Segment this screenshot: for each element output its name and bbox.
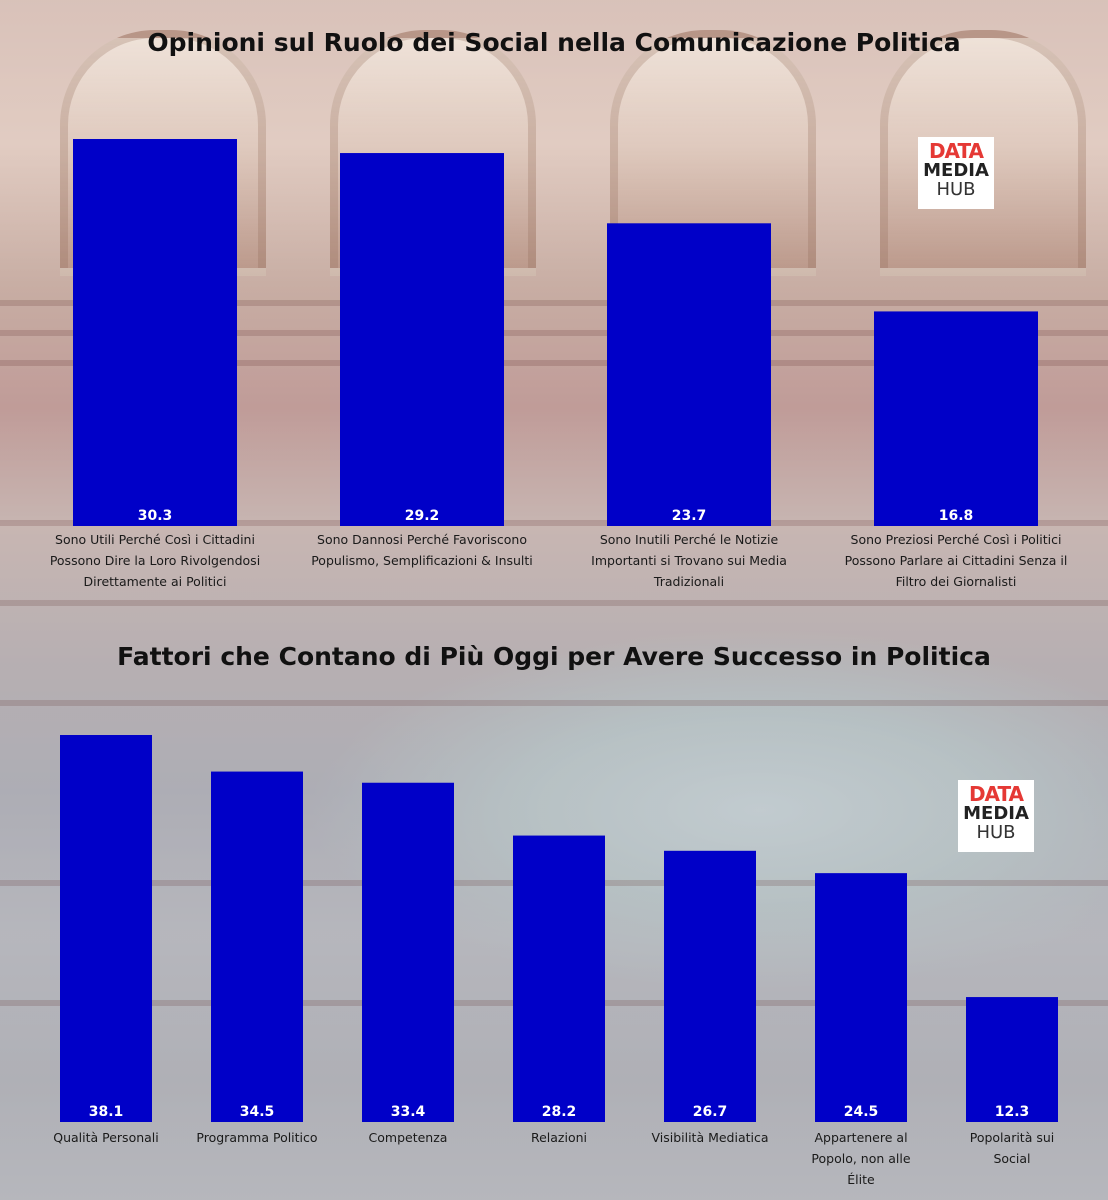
chart-1-category-label-2-line-0: Sono Inutili Perché le Notizie xyxy=(600,532,779,547)
chart-2-category-label-6-line-0: Popolarità sui xyxy=(970,1130,1055,1145)
chart-1-category-label-0-line-1: Possono Dire la Loro Rivolgendosi xyxy=(50,553,260,568)
chart-2-category-label-6-line-1: Social xyxy=(993,1151,1030,1166)
datamediahub-logo: DATA MEDIA HUB xyxy=(918,137,994,209)
logo-line-1: DATA xyxy=(928,139,984,163)
chart-2-value-label-1: 34.5 xyxy=(240,1104,275,1120)
chart-1-category-label-1-line-0: Sono Dannosi Perché Favoriscono xyxy=(317,532,527,547)
chart-1-value-label-2: 23.7 xyxy=(672,508,707,524)
chart-2-value-label-4: 26.7 xyxy=(693,1104,728,1120)
chart-1-category-label-3-line-2: Filtro dei Giornalisti xyxy=(896,574,1017,589)
datamediahub-logo-2: DATA MEDIA HUB xyxy=(958,780,1034,852)
chart-1-value-label-3: 16.8 xyxy=(939,508,974,524)
logo-line-3: HUB xyxy=(936,179,976,200)
chart-2-title: Fattori che Contano di Più Oggi per Aver… xyxy=(117,642,991,671)
chart-2-bar-4 xyxy=(664,850,756,1122)
chart-2-bar-6 xyxy=(966,997,1058,1122)
chart-1-category-label-2-line-1: Importanti si Trovano sui Media xyxy=(591,553,787,568)
logo-2-line-2: MEDIA xyxy=(963,803,1029,824)
chart-2-bar-0 xyxy=(60,735,152,1122)
chart-1-value-label-0: 30.3 xyxy=(138,508,173,524)
chart-2-value-label-5: 24.5 xyxy=(844,1104,879,1120)
chart-1-category-label-0-line-0: Sono Utili Perché Così i Cittadini xyxy=(55,532,255,547)
chart-2-category-label-5-line-1: Popolo, non alle xyxy=(811,1151,910,1166)
chart-1-category-label-0-line-2: Direttamente ai Politici xyxy=(84,574,227,589)
chart-1-bar-3 xyxy=(874,311,1038,526)
chart-1-opinions-bar-chart: 30.3 Sono Utili Perché Così i Cittadini Po… xyxy=(50,139,1068,589)
chart-2-bar-5 xyxy=(815,873,907,1122)
chart-1-category-label-3-line-0: Sono Preziosi Perché Così i Politici xyxy=(851,532,1062,547)
chart-2-category-label-0-line-0: Qualità Personali xyxy=(53,1130,159,1145)
chart-1-bar-2 xyxy=(607,223,771,526)
chart-1-value-label-1: 29.2 xyxy=(405,508,440,524)
chart-1-category-label-3-line-1: Possono Parlare ai Cittadini Senza il xyxy=(845,553,1068,568)
chart-2-bar-3 xyxy=(513,835,605,1122)
chart-2-category-label-5-line-0: Appartenere al xyxy=(814,1130,907,1145)
chart-1-category-label-2-line-2: Tradizionali xyxy=(653,574,724,589)
chart-2-value-label-2: 33.4 xyxy=(391,1104,426,1120)
chart-1-bar-0 xyxy=(73,139,237,526)
chart-2-bar-2 xyxy=(362,782,454,1122)
logo-2-line-1: DATA xyxy=(968,782,1024,806)
chart-2-value-label-3: 28.2 xyxy=(542,1104,577,1120)
logo-line-2: MEDIA xyxy=(923,160,989,181)
chart-2-value-label-6: 12.3 xyxy=(995,1104,1030,1120)
chart-2-value-label-0: 38.1 xyxy=(89,1104,124,1120)
logo-2-line-3: HUB xyxy=(976,822,1016,843)
chart-2-category-label-4-line-0: Visibilità Mediatica xyxy=(651,1130,768,1145)
chart-2-bar-1 xyxy=(211,771,303,1122)
chart-1-category-label-1-line-1: Populismo, Semplificazioni & Insulti xyxy=(311,553,533,568)
chart-2-category-label-5-line-2: Élite xyxy=(847,1172,875,1187)
chart-2-category-label-2-line-0: Competenza xyxy=(369,1130,448,1145)
chart-2-category-label-1-line-0: Programma Politico xyxy=(196,1130,317,1145)
chart-1-title: Opinioni sul Ruolo dei Social nella Comu… xyxy=(147,28,961,57)
chart-2-category-label-3-line-0: Relazioni xyxy=(531,1130,587,1145)
chart-1-bar-1 xyxy=(340,153,504,526)
